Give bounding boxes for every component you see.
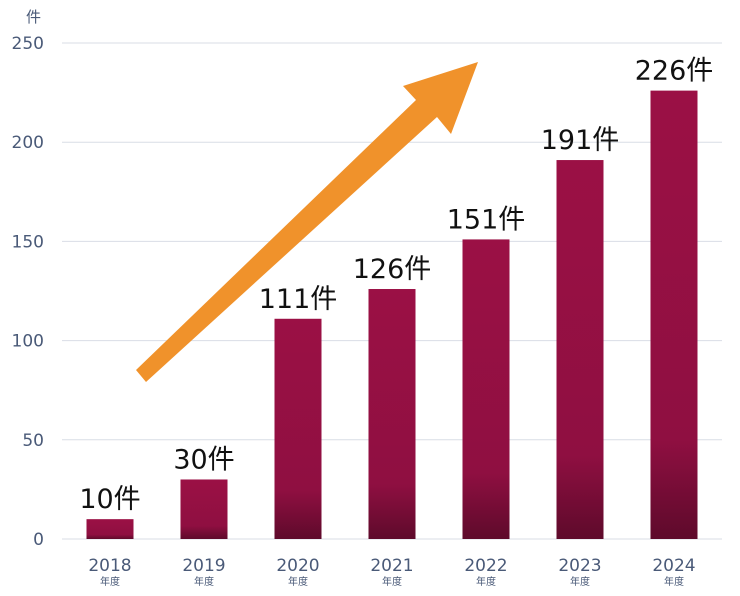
bar: [274, 318, 322, 539]
bar: [368, 289, 416, 539]
data-label: 30件: [173, 444, 234, 475]
data-label: 151件: [447, 204, 526, 235]
data-label: 126件: [353, 254, 432, 285]
x-tick-label: 2020: [276, 556, 319, 576]
bar: [180, 479, 228, 539]
y-axis-ticks: 0 50 100 150 200 250: [12, 34, 44, 550]
y-tick-label: 150: [12, 232, 44, 252]
x-tick-label: 2023: [558, 556, 601, 576]
y-tick-label: 250: [12, 34, 44, 54]
x-tick-sublabel: 年度: [664, 575, 684, 588]
x-tick-label: 2024: [652, 556, 695, 576]
x-tick-label: 2019: [182, 556, 225, 576]
x-tick-label: 2018: [88, 556, 131, 576]
bar: [86, 519, 134, 539]
x-tick-label: 2021: [370, 556, 413, 576]
y-axis-unit: 件: [26, 8, 41, 26]
data-label: 226件: [635, 56, 714, 87]
data-label: 191件: [541, 125, 620, 156]
x-tick-sublabel: 年度: [476, 575, 496, 588]
x-tick-sublabel: 年度: [288, 575, 308, 588]
data-label: 10件: [79, 484, 140, 515]
data-labels: 10件 30件 111件 126件 151件 191件 226件: [79, 56, 713, 516]
y-tick-label: 0: [33, 530, 44, 550]
bar: [556, 160, 604, 539]
x-tick-sublabel: 年度: [194, 575, 214, 588]
bar: [650, 90, 698, 539]
bars: [86, 90, 698, 539]
x-tick-sublabel: 年度: [382, 575, 402, 588]
y-tick-label: 100: [12, 332, 44, 352]
data-label: 111件: [259, 284, 338, 315]
bar: [462, 239, 510, 539]
x-tick-sublabel: 年度: [100, 575, 120, 588]
trend-arrow-icon: [136, 62, 478, 382]
x-tick-sublabel: 年度: [570, 575, 590, 588]
x-tick-label: 2022: [464, 556, 507, 576]
x-axis-ticks: 2018年度2019年度2020年度2021年度2022年度2023年度2024…: [88, 556, 695, 588]
y-tick-label: 200: [12, 133, 44, 153]
y-tick-label: 50: [22, 431, 44, 451]
